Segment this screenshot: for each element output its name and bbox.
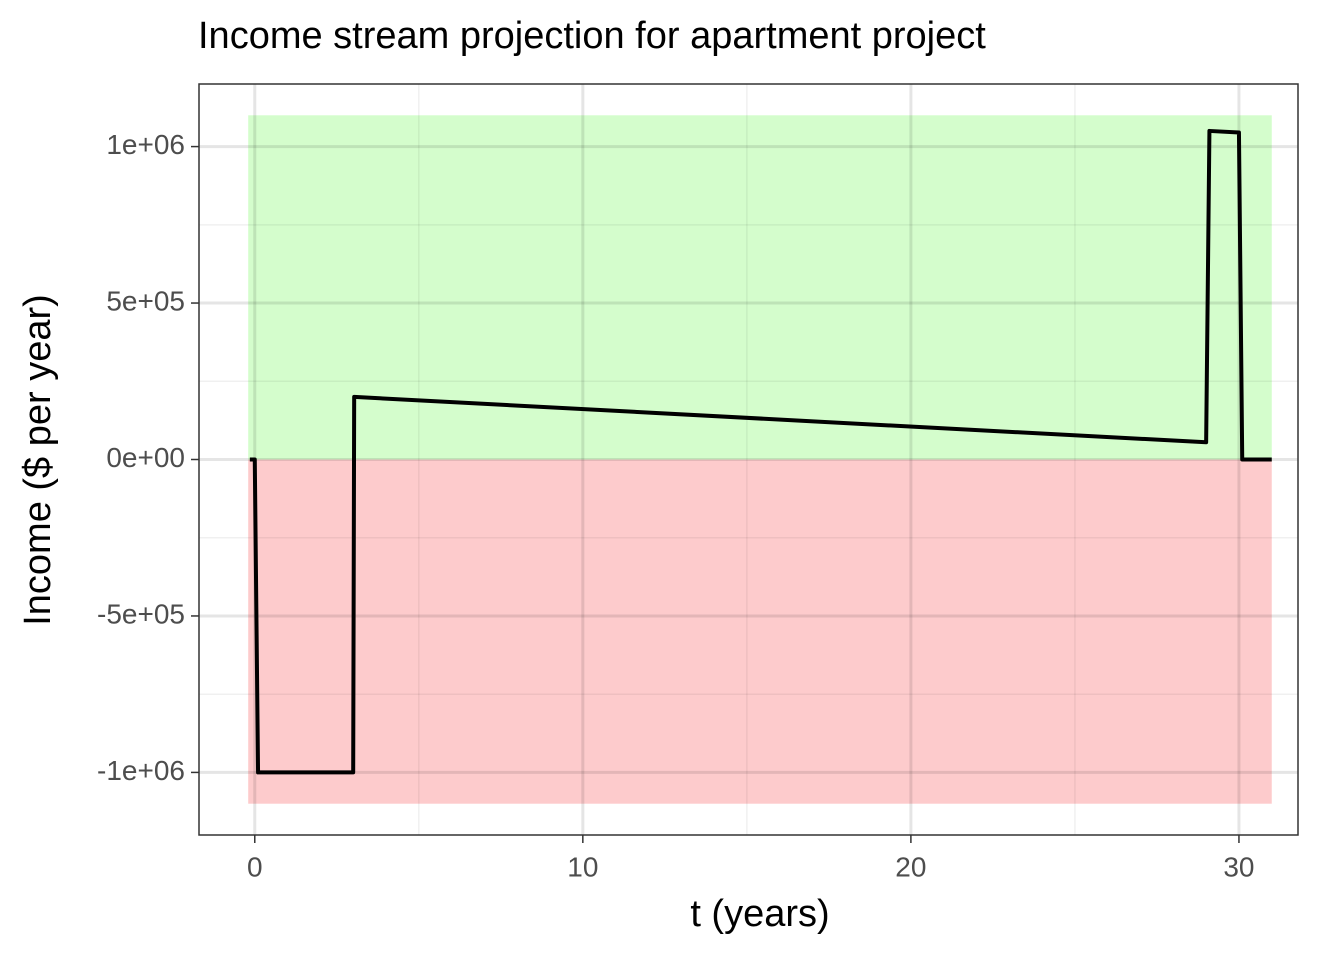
x-tick-label: 0 bbox=[247, 851, 263, 882]
y-tick-label: 5e+05 bbox=[106, 285, 185, 316]
y-tick-label: 0e+00 bbox=[106, 442, 185, 473]
x-axis-title: t (years) bbox=[690, 893, 829, 935]
x-tick-label: 20 bbox=[895, 851, 926, 882]
y-tick-label: -1e+06 bbox=[97, 755, 185, 786]
x-tick-label: 10 bbox=[567, 851, 598, 882]
chart-title: Income stream projection for apartment p… bbox=[198, 15, 986, 57]
panel-border bbox=[198, 83, 1299, 836]
band bbox=[248, 115, 1272, 460]
y-tick-label: -5e+05 bbox=[97, 598, 185, 629]
x-tick-label: 30 bbox=[1223, 851, 1254, 882]
y-axis-title: Income ($ per year) bbox=[17, 294, 59, 626]
line bbox=[249, 128, 1272, 775]
y-tick-label: 1e+06 bbox=[106, 129, 185, 160]
band bbox=[248, 459, 1272, 804]
